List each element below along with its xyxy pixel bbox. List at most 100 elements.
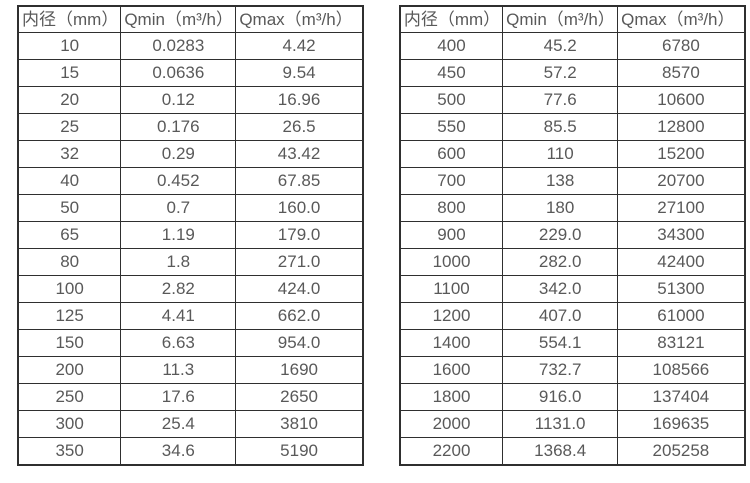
table-row: 10 0.0283 4.42 [17,32,364,60]
table-cell: 34300 [617,221,746,249]
table-cell: 67.85 [235,167,364,195]
table-row: 900 229.0 34300 [399,221,746,249]
table-row: 1100 342.0 51300 [399,275,746,303]
table-cell: 424.0 [235,275,364,303]
table-cell: 180 [502,194,619,222]
column-header: 内径（mm） [17,5,122,33]
table-cell: 732.7 [502,356,619,384]
table-cell: 2.82 [120,275,237,303]
table-cell: 125 [17,302,122,330]
table-cell: 138 [502,167,619,195]
table-cell: 200 [17,356,122,384]
table-cell: 160.0 [235,194,364,222]
table-cell: 83121 [617,329,746,357]
table-cell: 954.0 [235,329,364,357]
table-cell: 34.6 [120,437,237,466]
table-row: 600 110 15200 [399,140,746,168]
table-cell: 100 [17,275,122,303]
table-cell: 110 [502,140,619,168]
table-row: 200 11.3 1690 [17,356,364,384]
table-cell: 1600 [399,356,504,384]
flow-spec-table-large-diameters: 内径（mm） Qmin（m³/h） Qmax（m³/h） 400 45.2 6780 450… [398,5,746,466]
table-cell: 16.96 [235,86,364,114]
table-cell: 8570 [617,59,746,87]
table-cell: 0.12 [120,86,237,114]
table-row: 350 34.6 5190 [17,437,364,466]
table-cell: 662.0 [235,302,364,330]
column-header: Qmax（m³/h） [617,5,746,33]
table-cell: 0.0283 [120,32,237,60]
table-cell: 57.2 [502,59,619,87]
table-cell: 250 [17,383,122,411]
table-cell: 4.41 [120,302,237,330]
table-row: 32 0.29 43.42 [17,140,364,168]
table-cell: 80 [17,248,122,276]
table-cell: 0.0636 [120,59,237,87]
table-cell: 169635 [617,410,746,438]
table-row: 65 1.19 179.0 [17,221,364,249]
table-cell: 150 [17,329,122,357]
table-row: 15 0.0636 9.54 [17,59,364,87]
table-cell: 407.0 [502,302,619,330]
table-cell: 32 [17,140,122,168]
flow-spec-page: 内径（mm） Qmin（m³/h） Qmax（m³/h） 10 0.0283 4.42 15… [17,5,746,466]
table-cell: 85.5 [502,113,619,141]
table-cell: 20 [17,86,122,114]
table-cell: 3810 [235,410,364,438]
table-row: 1000 282.0 42400 [399,248,746,276]
table-cell: 271.0 [235,248,364,276]
header-row: 内径（mm） Qmin（m³/h） Qmax（m³/h） [399,5,746,33]
table-cell: 0.29 [120,140,237,168]
table-row: 80 1.8 271.0 [17,248,364,276]
table-cell: 50 [17,194,122,222]
table-cell: 9.54 [235,59,364,87]
table-cell: 0.176 [120,113,237,141]
table-cell: 51300 [617,275,746,303]
table-cell: 25 [17,113,122,141]
table-cell: 500 [399,86,504,114]
table-cell: 10 [17,32,122,60]
table-cell: 179.0 [235,221,364,249]
table-row: 100 2.82 424.0 [17,275,364,303]
table-cell: 1131.0 [502,410,619,438]
table-row: 250 17.6 2650 [17,383,364,411]
table-cell: 15 [17,59,122,87]
column-header: Qmin（m³/h） [120,5,237,33]
header-row: 内径（mm） Qmin（m³/h） Qmax（m³/h） [17,5,364,33]
table-cell: 350 [17,437,122,466]
table-cell: 0.7 [120,194,237,222]
table-cell: 282.0 [502,248,619,276]
table-cell: 25.4 [120,410,237,438]
table-cell: 43.42 [235,140,364,168]
table-row: 25 0.176 26.5 [17,113,364,141]
table-cell: 400 [399,32,504,60]
table-cell: 5190 [235,437,364,466]
table-cell: 20700 [617,167,746,195]
table-cell: 17.6 [120,383,237,411]
table-cell: 0.452 [120,167,237,195]
table-row: 1200 407.0 61000 [399,302,746,330]
table-row: 300 25.4 3810 [17,410,364,438]
table-row: 40 0.452 67.85 [17,167,364,195]
table-cell: 10600 [617,86,746,114]
flow-spec-table-small-diameters: 内径（mm） Qmin（m³/h） Qmax（m³/h） 10 0.0283 4.42 15… [17,5,364,466]
table-cell: 1000 [399,248,504,276]
table-cell: 554.1 [502,329,619,357]
table-row: 1400 554.1 83121 [399,329,746,357]
table-cell: 900 [399,221,504,249]
table-cell: 800 [399,194,504,222]
table-row: 2000 1131.0 169635 [399,410,746,438]
table-cell: 45.2 [502,32,619,60]
table-cell: 700 [399,167,504,195]
table-row: 125 4.41 662.0 [17,302,364,330]
table-row: 500 77.6 10600 [399,86,746,114]
table-cell: 450 [399,59,504,87]
table-cell: 27100 [617,194,746,222]
table-cell: 65 [17,221,122,249]
table-cell: 137404 [617,383,746,411]
table-cell: 26.5 [235,113,364,141]
table-cell: 2200 [399,437,504,466]
column-header: Qmax（m³/h） [235,5,364,33]
table-cell: 1100 [399,275,504,303]
table-cell: 205258 [617,437,746,466]
